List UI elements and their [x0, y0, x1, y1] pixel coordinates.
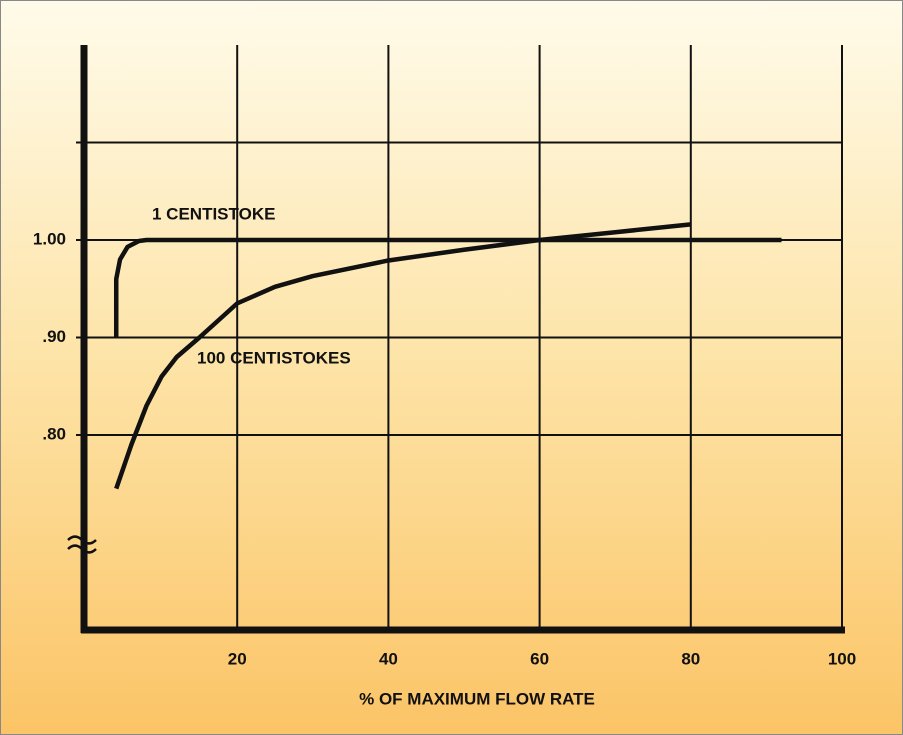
series-label: 100 CENTISTOKES: [197, 348, 351, 367]
grid: [76, 45, 843, 630]
line-series: [114, 222, 692, 490]
y-tick-label: 1.00: [33, 229, 66, 248]
y-tick-label: .80: [42, 424, 66, 443]
series-label: 1 CENTISTOKE: [152, 204, 275, 223]
x-tick-label: 80: [681, 649, 700, 668]
y-tick-label: .90: [42, 327, 66, 346]
x-tick-label: 60: [530, 649, 549, 668]
x-tick-label: 20: [228, 649, 247, 668]
x-axis-label: % OF MAXIMUM FLOW RATE: [359, 689, 595, 708]
line-series: [113, 237, 782, 338]
lines: [113, 222, 782, 490]
x-tick-label: 40: [379, 649, 398, 668]
axis-break: [67, 535, 97, 554]
x-tick-label: 100: [828, 649, 856, 668]
